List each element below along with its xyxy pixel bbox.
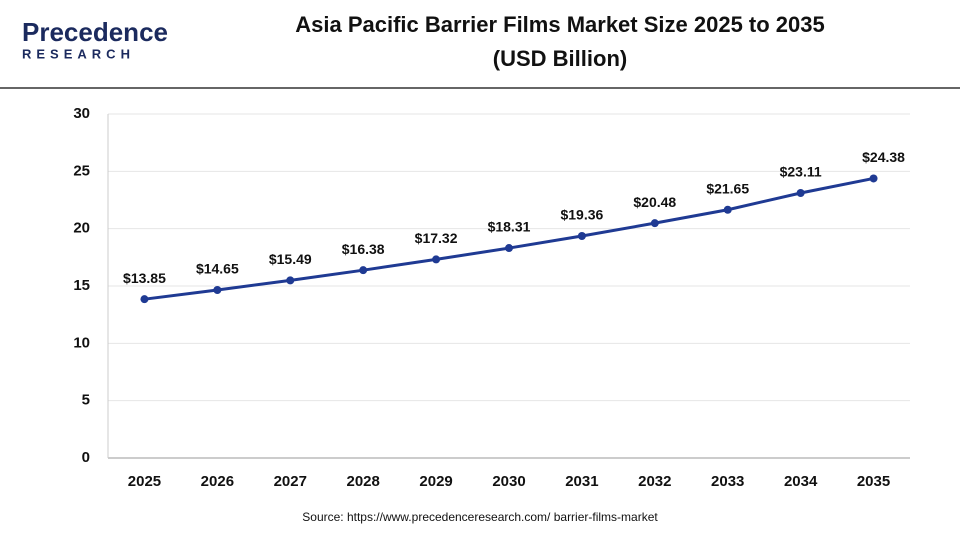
x-tick-label: 2031 bbox=[565, 473, 598, 490]
data-point bbox=[505, 244, 513, 253]
x-tick-label: 2035 bbox=[857, 473, 890, 490]
chart-title: Asia Pacific Barrier Films Market Size 2… bbox=[295, 12, 825, 37]
x-tick-label: 2029 bbox=[419, 473, 452, 490]
logo-tagline: RESEARCH bbox=[22, 46, 135, 61]
y-tick-label: 5 bbox=[82, 392, 90, 409]
data-point bbox=[650, 219, 659, 228]
data-point bbox=[359, 266, 368, 275]
chart-subtitle: (USD Billion) bbox=[493, 46, 627, 71]
data-point bbox=[796, 189, 805, 198]
x-tick-label: 2030 bbox=[492, 473, 525, 490]
series-line bbox=[144, 176, 874, 301]
y-tick-label: 15 bbox=[73, 277, 90, 294]
data-label: $23.11 bbox=[780, 164, 822, 180]
y-tick-label: 20 bbox=[73, 220, 90, 237]
x-tick-label: 2025 bbox=[128, 473, 161, 490]
data-point bbox=[577, 232, 586, 241]
data-point bbox=[869, 174, 878, 183]
data-label: $16.38 bbox=[342, 241, 385, 257]
data-label: $20.48 bbox=[633, 194, 676, 210]
data-label: $18.31 bbox=[488, 219, 531, 235]
data-point bbox=[432, 255, 441, 264]
data-label: $17.32 bbox=[415, 230, 458, 246]
data-label: $21.65 bbox=[706, 180, 749, 196]
x-tick-label: 2033 bbox=[711, 473, 744, 490]
data-label: $19.36 bbox=[560, 207, 603, 223]
y-tick-label: 25 bbox=[73, 162, 90, 179]
x-tick-label: 2032 bbox=[638, 473, 671, 490]
x-tick-label: 2028 bbox=[346, 473, 379, 490]
data-label: $13.85 bbox=[123, 270, 166, 286]
data-point bbox=[286, 276, 295, 285]
x-tick-label: 2027 bbox=[274, 473, 307, 490]
data-label: $14.65 bbox=[196, 261, 239, 277]
data-label: $24.38 bbox=[862, 149, 905, 165]
y-tick-label: 30 bbox=[73, 105, 90, 122]
x-tick-label: 2026 bbox=[201, 473, 234, 490]
x-tick-label: 2034 bbox=[784, 473, 818, 490]
y-tick-label: 10 bbox=[73, 334, 90, 351]
source: Source: https://www.precedenceresearch.c… bbox=[302, 510, 658, 524]
data-point bbox=[140, 295, 149, 304]
data-point bbox=[723, 205, 732, 214]
data-label: $15.49 bbox=[269, 251, 312, 267]
data-point bbox=[213, 286, 222, 295]
y-tick-label: 0 bbox=[82, 449, 90, 466]
logo-name: Precedence bbox=[22, 17, 168, 47]
